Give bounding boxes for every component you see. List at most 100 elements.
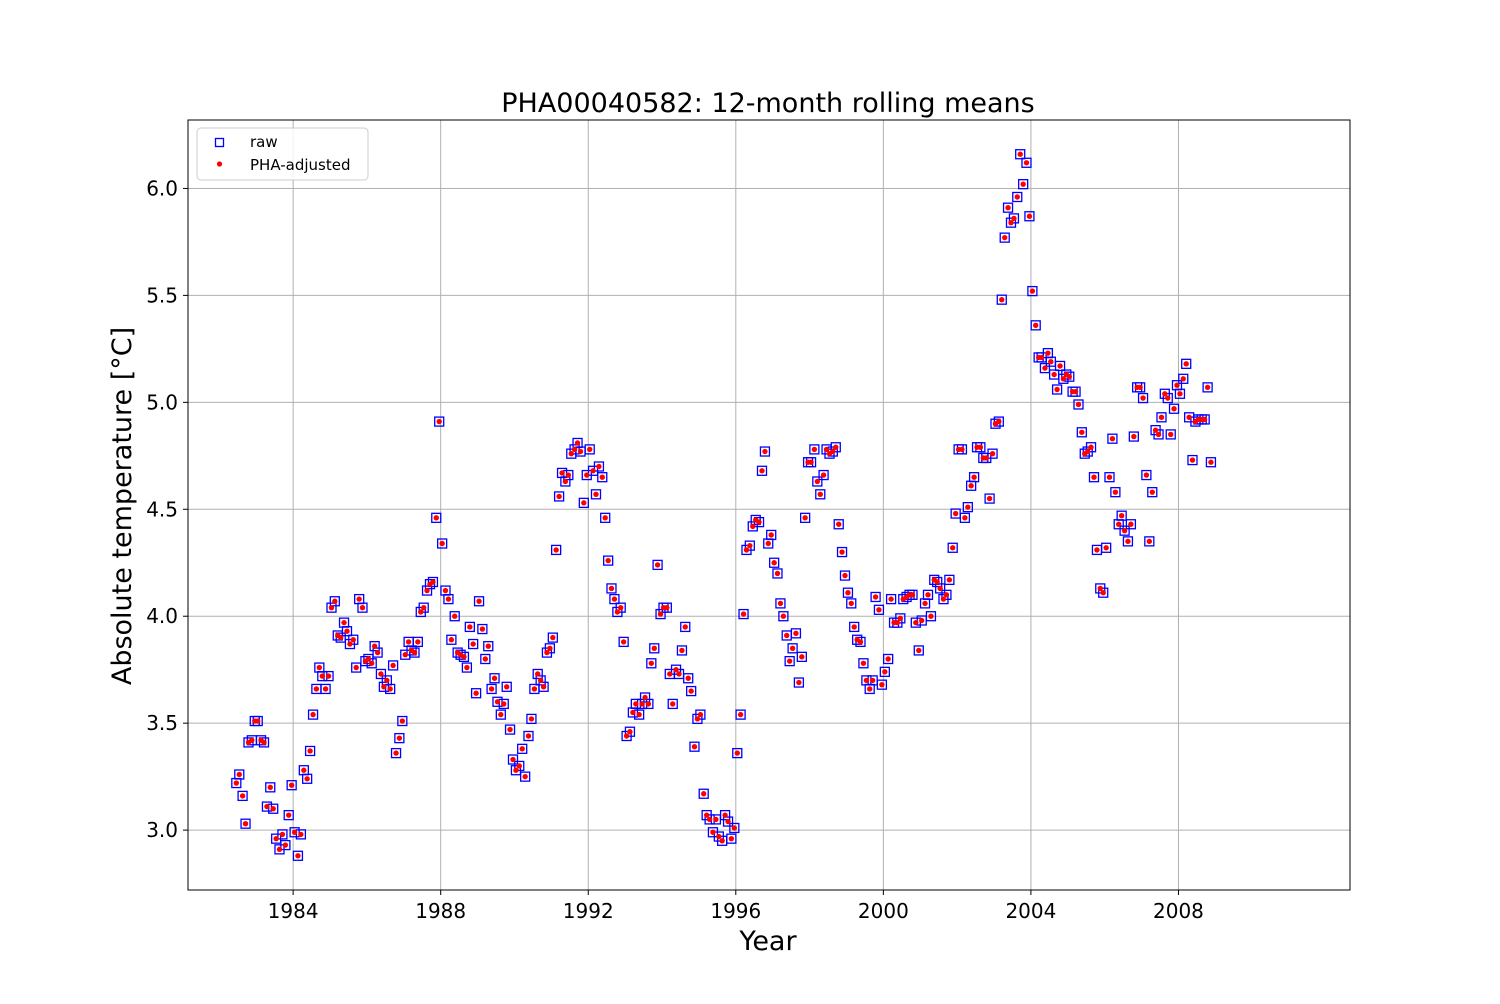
raw-point — [501, 681, 512, 692]
legend-pha-adjusted-marker — [216, 161, 223, 167]
raw-point — [1153, 429, 1164, 440]
pha-adjusted-point — [540, 684, 547, 690]
pha-adjusted-point — [784, 632, 790, 639]
raw-point — [341, 626, 353, 637]
pha-adjusted-point — [799, 654, 805, 660]
pha-adjusted-point — [439, 540, 445, 547]
y-tick-label: 4.0 — [146, 604, 178, 628]
x-axis-label: Year — [738, 926, 797, 957]
raw-point — [302, 773, 313, 784]
raw-point — [655, 608, 666, 620]
pha-adjusted-point — [888, 596, 894, 602]
raw-point — [726, 833, 737, 844]
pha-adjusted-point — [233, 780, 240, 786]
pha-adjusted-point — [584, 472, 590, 478]
raw-point — [473, 596, 485, 607]
pha-adjusted-point — [288, 782, 295, 788]
pha-adjusted-point — [544, 649, 550, 656]
pha-adjusted-point — [436, 418, 442, 425]
pha-adjusted-point — [1048, 358, 1054, 365]
raw-point — [495, 709, 506, 720]
pha-adjusted-point — [1051, 371, 1057, 378]
raw-point — [759, 446, 771, 457]
raw-point — [769, 557, 780, 568]
pha-adjusted-point — [928, 613, 934, 619]
raw-point — [719, 809, 731, 821]
raw-point — [234, 769, 245, 780]
pha-adjusted-point — [267, 784, 273, 791]
pha-adjusted-point — [399, 718, 406, 724]
pha-adjusted-point — [946, 577, 953, 583]
raw-point — [600, 512, 611, 523]
pha-adjusted-point — [491, 675, 498, 681]
pha-adjusted-point — [618, 604, 624, 611]
chart-title: PHA00040582: 12-month rolling means — [501, 88, 1034, 119]
pha-adjusted-point — [645, 701, 652, 707]
raw-point — [787, 643, 798, 654]
plot-frame — [187, 119, 1351, 891]
raw-point — [1051, 384, 1063, 395]
pha-adjusted-point — [1149, 489, 1155, 495]
pha-adjusted-point — [830, 448, 836, 455]
raw-point — [735, 709, 746, 720]
raw-point — [849, 621, 860, 633]
raw-point — [1144, 536, 1155, 547]
pha-adjusted-point — [270, 806, 276, 812]
pha-adjusted-point — [415, 639, 421, 645]
raw-point — [477, 623, 488, 635]
pha-adjusted-point — [332, 598, 338, 604]
raw-point — [584, 444, 595, 455]
raw-point — [394, 732, 405, 744]
pha-adjusted-point — [1075, 401, 1082, 408]
raw-point — [1018, 179, 1029, 190]
pha-adjusted-point — [430, 579, 436, 585]
pha-adjusted-point — [869, 677, 876, 684]
pha-adjusted-point — [571, 446, 578, 453]
pha-adjusted-point — [1066, 373, 1072, 380]
pha-adjusted-point — [1128, 521, 1134, 527]
raw-point — [375, 668, 387, 680]
raw-point — [1174, 388, 1186, 399]
raw-point — [1027, 285, 1038, 297]
raw-point — [1015, 149, 1026, 160]
raw-point — [551, 544, 562, 556]
pha-adjusted-point — [295, 853, 301, 859]
raw-point — [1125, 519, 1137, 530]
pha-adjusted-point — [867, 686, 873, 692]
pha-adjusted-point — [1162, 391, 1168, 397]
pha-adjusted-point — [313, 686, 320, 692]
raw-point — [261, 801, 273, 812]
raw-point — [686, 685, 697, 697]
pha-adjusted-point — [1029, 288, 1036, 294]
raw-point — [326, 602, 337, 613]
raw-point — [526, 713, 537, 725]
pha-adjusted-point — [452, 613, 458, 619]
raw-point — [944, 574, 955, 586]
pha-adjusted-point — [507, 726, 513, 733]
raw-point — [372, 647, 383, 658]
pha-adjusted-point — [1026, 213, 1033, 219]
pha-adjusted-point — [651, 645, 657, 652]
pha-adjusted-point — [276, 846, 283, 853]
pha-adjusted-point — [673, 666, 679, 673]
raw-point — [996, 294, 1007, 305]
pha-adjusted-point — [550, 634, 556, 641]
pha-adjusted-point — [968, 483, 974, 489]
raw-point — [646, 658, 657, 669]
pha-adjusted-point — [279, 831, 286, 838]
pha-adjusted-point — [811, 446, 818, 453]
pha-adjusted-point — [1143, 472, 1150, 478]
raw-point — [999, 232, 1010, 243]
pha-adjusted-point — [298, 831, 304, 838]
pha-adjusted-point — [780, 613, 787, 619]
raw-point — [809, 444, 820, 455]
y-axis-label: Absolute temperature [°C] — [107, 327, 138, 685]
raw-point — [883, 653, 894, 665]
pha-adjusted-point — [525, 733, 532, 739]
pha-adjusted-point — [836, 521, 842, 527]
raw-point — [237, 790, 248, 802]
pha-adjusted-point — [860, 660, 867, 666]
pha-adjusted-point — [897, 615, 904, 622]
raw-point — [1128, 431, 1139, 442]
pha-adjusted-point — [842, 572, 848, 579]
